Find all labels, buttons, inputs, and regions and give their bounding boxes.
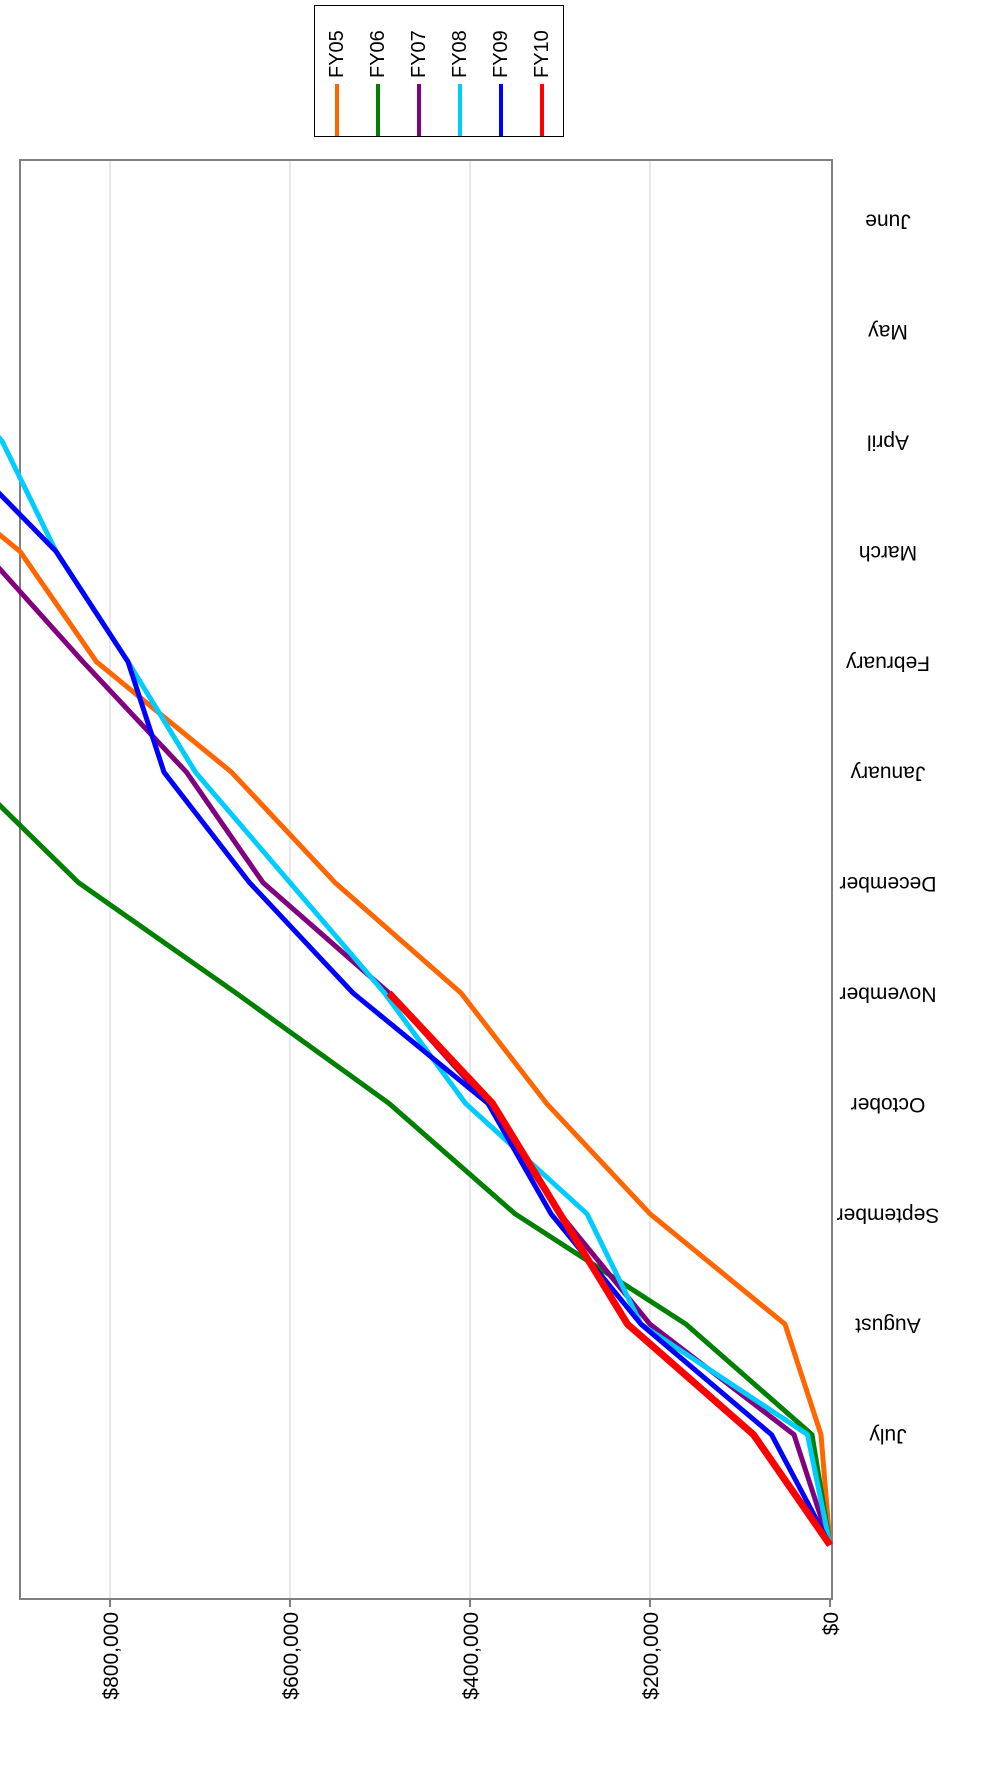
series-line-fy06 — [0, 802, 833, 1546]
y-tick-label: $200,000 — [640, 1612, 663, 1700]
series-line-fy09 — [0, 490, 833, 1547]
x-tick-label: October — [851, 1093, 926, 1116]
legend-item-fy08: FY08 — [445, 6, 475, 136]
series-line-fy07 — [0, 565, 833, 1546]
legend-label: FY05 — [326, 30, 348, 78]
legend-swatch — [499, 84, 503, 136]
legend-label: FY06 — [367, 30, 389, 78]
x-tick-label: June — [865, 210, 911, 233]
x-tick-label: July — [869, 1424, 907, 1447]
x-tick-label: February — [845, 651, 930, 674]
x-axis-tick-labels: July August September October November Decemb… — [837, 210, 940, 1447]
legend-swatch — [376, 84, 380, 136]
y-axis-tick-labels: $0$200,000$400,000$600,000$800,000$1,000… — [100, 1612, 843, 1700]
x-tick-label: November — [840, 982, 937, 1005]
legend-item-fy06: FY06 — [363, 6, 393, 136]
legend-label: FY10 — [531, 30, 553, 78]
legend-item-fy07: FY07 — [404, 6, 434, 136]
series-line-fy05 — [0, 531, 833, 1546]
series-line-fy08 — [0, 435, 833, 1546]
legend-label: FY07 — [408, 30, 430, 78]
y-tick-label: $800,000 — [100, 1612, 123, 1700]
x-tick-label: March — [859, 541, 917, 564]
legend-swatch — [458, 84, 462, 136]
chart-legend: FY05 FY06 FY07 FY08 FY09 FY10 — [314, 5, 564, 137]
legend-item-fy10: FY10 — [527, 6, 557, 136]
chart-series — [0, 435, 833, 1547]
x-tick-label: April — [867, 430, 909, 453]
y-tick-label: $400,000 — [460, 1612, 483, 1700]
legend-label: FY08 — [449, 30, 471, 78]
x-tick-label: May — [868, 320, 908, 343]
legend-swatch — [335, 84, 339, 136]
series-line-fy10 — [386, 990, 833, 1547]
legend-label: FY09 — [490, 30, 512, 78]
y-tick-label: $0 — [820, 1612, 843, 1635]
legend-item-fy05: FY05 — [322, 6, 352, 136]
x-tick-label: August — [855, 1314, 921, 1337]
x-tick-label: September — [837, 1203, 940, 1226]
y-tick-label: $600,000 — [280, 1612, 303, 1700]
legend-swatch — [417, 84, 421, 136]
legend-item-fy09: FY09 — [486, 6, 516, 136]
x-tick-label: January — [850, 762, 925, 785]
x-tick-label: December — [840, 872, 937, 895]
plot-area — [19, 159, 833, 1600]
legend-swatch — [540, 84, 544, 136]
